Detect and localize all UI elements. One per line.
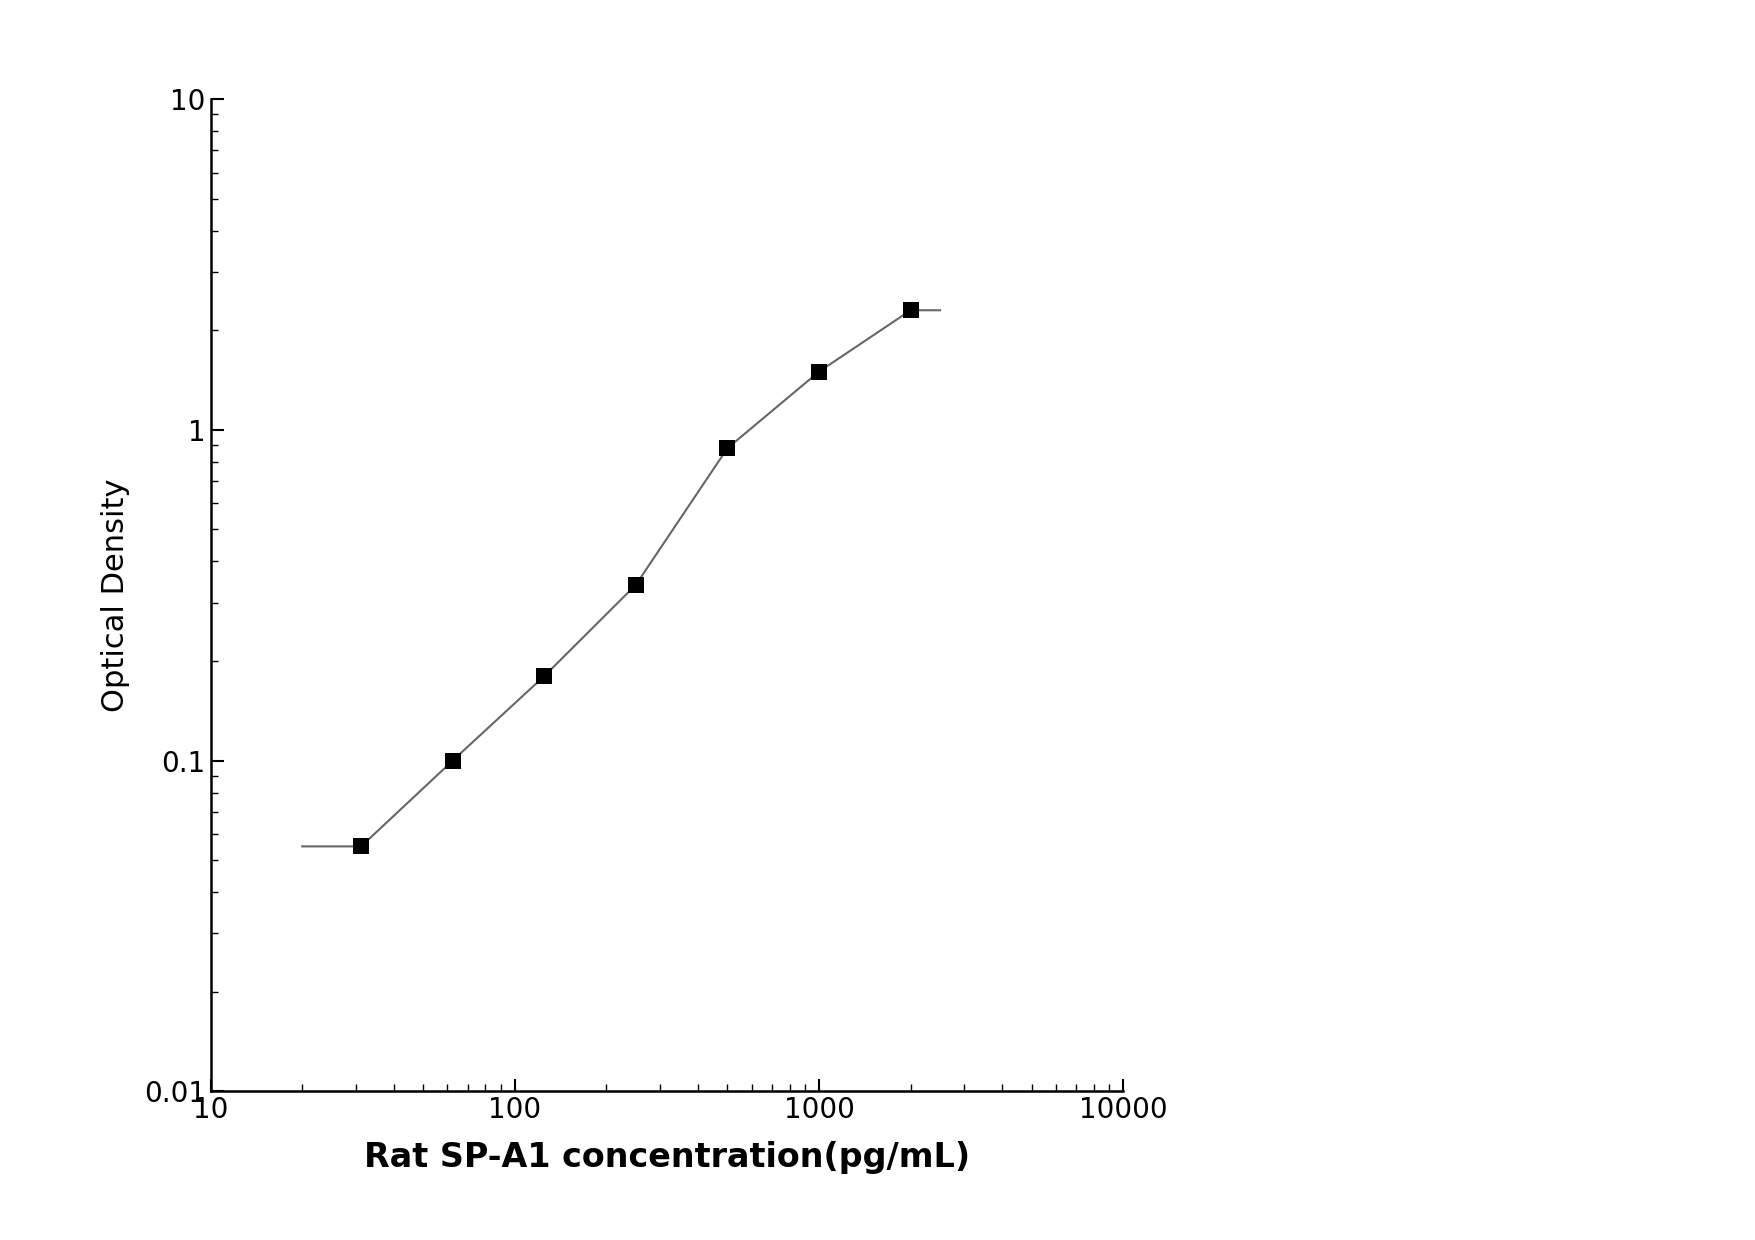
- Point: [897, 300, 925, 320]
- Point: [530, 666, 558, 686]
- Point: [806, 362, 834, 382]
- X-axis label: Rat SP-A1 concentration(pg/mL): Rat SP-A1 concentration(pg/mL): [363, 1141, 971, 1174]
- Point: [621, 575, 649, 595]
- Point: [347, 837, 376, 857]
- Y-axis label: Optical Density: Optical Density: [100, 479, 130, 712]
- Point: [713, 438, 741, 458]
- Point: [439, 750, 467, 770]
